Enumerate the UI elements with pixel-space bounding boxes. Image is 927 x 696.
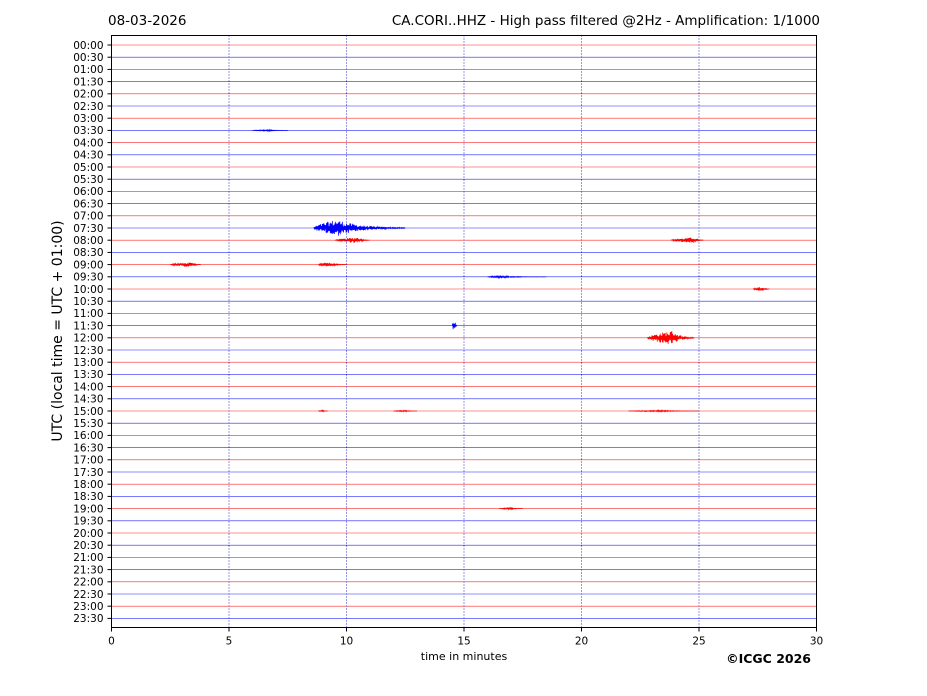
seismic-event xyxy=(318,262,347,267)
y-tick-label: 11:30 xyxy=(73,320,103,332)
y-tick-label: 10:00 xyxy=(73,284,103,296)
plot-frame xyxy=(111,35,817,628)
seismic-event xyxy=(670,237,704,243)
y-tick-label: 15:30 xyxy=(73,418,103,430)
seismic-event xyxy=(313,221,406,236)
y-tick-label: 22:30 xyxy=(73,589,103,601)
x-axis-label: time in minutes xyxy=(421,650,508,663)
y-tick-label: 09:00 xyxy=(73,259,103,271)
y-tick-label: 09:30 xyxy=(73,272,103,284)
y-tick-label: 20:00 xyxy=(73,528,103,540)
seismic-event xyxy=(393,409,418,413)
seismic-event xyxy=(752,287,770,291)
header-date: 08-03-2026 xyxy=(108,13,186,29)
seismic-event xyxy=(647,330,695,345)
y-axis-ticks: 00:0000:3001:0001:3002:0002:3003:0003:30… xyxy=(73,40,112,625)
vertical-grid xyxy=(228,35,700,628)
x-tick-label: 20 xyxy=(575,636,588,648)
y-tick-label: 04:30 xyxy=(73,150,103,162)
y-tick-label: 22:00 xyxy=(73,577,103,589)
y-tick-label: 21:30 xyxy=(73,564,103,576)
seismic-event xyxy=(334,237,371,243)
y-tick-label: 19:30 xyxy=(73,516,103,528)
copyright-notice: ©ICGC 2026 xyxy=(726,651,811,666)
y-tick-label: 08:00 xyxy=(73,235,103,247)
x-tick-label: 30 xyxy=(810,636,823,648)
seismic-event xyxy=(499,506,523,511)
x-tick-label: 0 xyxy=(108,636,115,648)
traces-layer xyxy=(111,44,817,619)
y-tick-label: 17:30 xyxy=(73,467,103,479)
y-tick-label: 00:30 xyxy=(73,52,103,64)
y-tick-label: 01:00 xyxy=(73,64,103,76)
y-tick-label: 14:30 xyxy=(73,394,103,406)
y-tick-label: 18:00 xyxy=(73,479,103,491)
y-tick-label: 02:30 xyxy=(73,101,103,113)
seismic-event xyxy=(451,322,458,330)
y-tick-label: 15:00 xyxy=(73,406,103,418)
seismic-event xyxy=(318,409,328,413)
y-tick-label: 19:00 xyxy=(73,503,103,515)
x-tick-label: 5 xyxy=(226,636,233,648)
y-tick-label: 23:30 xyxy=(73,613,103,625)
seismic-event xyxy=(628,409,700,413)
chart-title: CA.CORI..HHZ - High pass filtered @2Hz -… xyxy=(392,13,820,29)
y-tick-label: 17:00 xyxy=(73,455,103,467)
y-tick-label: 16:00 xyxy=(73,430,103,442)
y-tick-label: 08:30 xyxy=(73,247,103,259)
y-tick-label: 07:30 xyxy=(73,223,103,235)
y-tick-label: 13:00 xyxy=(73,357,103,369)
y-tick-label: 01:30 xyxy=(73,76,103,88)
y-tick-label: 06:00 xyxy=(73,186,103,198)
seismic-event xyxy=(170,262,201,267)
y-tick-label: 05:30 xyxy=(73,174,103,186)
y-tick-label: 21:00 xyxy=(73,552,103,564)
y-tick-label: 12:00 xyxy=(73,333,103,345)
y-tick-label: 02:00 xyxy=(73,89,103,101)
y-tick-label: 03:30 xyxy=(73,125,103,137)
x-tick-label: 15 xyxy=(457,636,470,648)
seismic-event xyxy=(252,128,288,133)
y-tick-label: 07:00 xyxy=(73,211,103,223)
y-tick-label: 03:00 xyxy=(73,113,103,125)
y-tick-label: 00:00 xyxy=(73,40,103,52)
x-axis-ticks: 0 5 10 15 20 25 30 xyxy=(108,627,823,648)
y-tick-label: 04:00 xyxy=(73,137,103,149)
y-tick-label: 16:30 xyxy=(73,442,103,454)
y-tick-label: 20:30 xyxy=(73,540,103,552)
y-tick-label: 11:00 xyxy=(73,308,103,320)
x-tick-label: 10 xyxy=(340,636,353,648)
y-tick-label: 10:30 xyxy=(73,296,103,308)
y-axis-label: UTC (local time = UTC + 01:00) xyxy=(50,220,66,441)
y-tick-label: 05:00 xyxy=(73,162,103,174)
y-tick-label: 12:30 xyxy=(73,345,103,357)
y-tick-label: 06:30 xyxy=(73,198,103,210)
x-tick-label: 25 xyxy=(692,636,705,648)
y-tick-label: 23:00 xyxy=(73,601,103,613)
seismic-event xyxy=(487,274,547,280)
y-tick-label: 14:00 xyxy=(73,381,103,393)
y-tick-label: 18:30 xyxy=(73,491,103,503)
y-tick-label: 13:30 xyxy=(73,369,103,381)
